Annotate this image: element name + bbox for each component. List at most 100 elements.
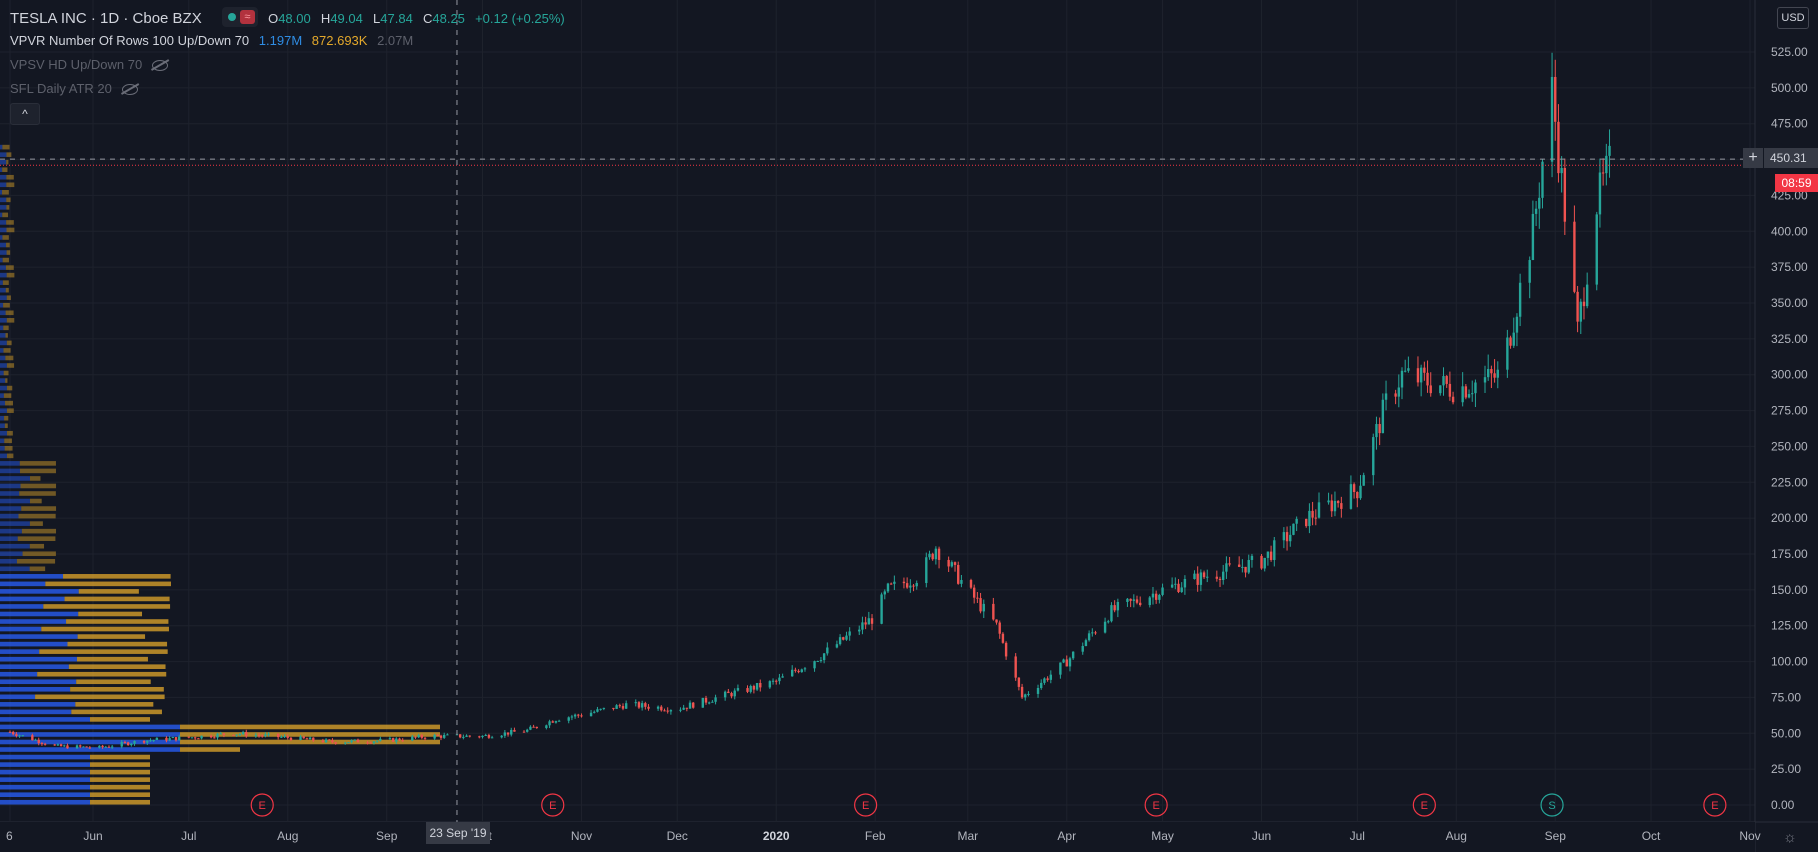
candle-body <box>1024 694 1027 698</box>
time-tick-label: Sep <box>1545 829 1567 843</box>
earnings-event-icon <box>854 793 878 817</box>
candle-body <box>133 740 136 744</box>
candle-body <box>356 739 360 743</box>
candle-body <box>704 697 708 703</box>
candle-body <box>858 629 861 632</box>
candle-body <box>1359 485 1362 499</box>
candle-body <box>98 745 101 748</box>
legend-sfl[interactable]: SFL Daily ATR 20 <box>10 81 138 96</box>
candle-body <box>88 747 92 749</box>
close-label: C <box>422 10 433 26</box>
volume-profile-down-bar <box>4 415 9 421</box>
time-tick-label: Feb <box>865 829 886 843</box>
volume-profile-down-bar <box>2 190 9 195</box>
candle-body <box>969 580 973 588</box>
volume-profile-up-bar <box>0 656 77 662</box>
sfl-label[interactable]: SFL Daily ATR 20 <box>10 81 112 96</box>
candle-body <box>1356 492 1359 499</box>
candle-body <box>1474 382 1477 394</box>
open-value: 48.00 <box>278 10 311 26</box>
volume-profile-up-bar <box>0 280 3 285</box>
volume-profile-up-bar <box>0 543 30 549</box>
candle-body <box>193 737 197 739</box>
currency-button[interactable]: USD <box>1777 7 1809 29</box>
event-marker-label: E <box>1711 800 1718 812</box>
symbol-label[interactable]: TESLA INC · 1D · Cboe BZX <box>10 9 202 27</box>
candle-body <box>123 742 127 744</box>
candle-body <box>1464 386 1468 398</box>
candle-body <box>778 677 781 682</box>
volume-profile-up-bar <box>0 589 79 594</box>
candle-body <box>803 668 807 670</box>
volume-profile-up-bar <box>0 378 6 383</box>
candle-body <box>43 743 47 745</box>
candle-body <box>915 583 918 587</box>
candle-body <box>707 702 711 704</box>
vpvr-label[interactable]: VPVR Number Of Rows 100 Up/Down 70 <box>10 33 250 48</box>
chevron-up-icon: ^ <box>22 107 28 121</box>
volume-profile-down-bar <box>75 702 154 707</box>
volume-profile-down-bar <box>6 152 12 157</box>
candle-body <box>187 736 190 738</box>
volume-profile-up-bar <box>0 205 7 210</box>
add-alert-plus-icon[interactable]: + <box>1743 148 1763 168</box>
volume-profile-down-bar <box>180 732 440 737</box>
volume-profile-down-bar <box>29 566 46 572</box>
candle-body <box>612 707 615 709</box>
legend-vpvr[interactable]: VPVR Number Of Rows 100 Up/Down 70 1.197… <box>10 33 413 48</box>
candle-body <box>1183 579 1187 588</box>
volume-profile-up-bar <box>0 159 7 165</box>
candle-body <box>149 740 152 742</box>
candle-body <box>1154 593 1158 600</box>
candle-body <box>513 729 516 732</box>
time-tick-label: Jun <box>83 829 102 843</box>
volume-profile-down-bar <box>6 363 15 368</box>
vpsv-label[interactable]: VPSV HD Up/Down 70 <box>10 57 143 72</box>
candle-body <box>1094 632 1097 634</box>
candle-body <box>130 743 133 746</box>
candle-body <box>178 736 181 741</box>
volume-profile-up-bar <box>0 453 7 459</box>
volume-profile-down-bar <box>41 626 169 632</box>
settings-gear-icon[interactable]: ☼ <box>1783 829 1797 846</box>
volume-profile-down-bar <box>18 513 56 519</box>
crosshair <box>0 0 1755 822</box>
candle-body <box>443 734 446 738</box>
candle-body <box>1292 523 1295 535</box>
hidden-eye-icon[interactable] <box>121 84 138 96</box>
time-tick-label: Apr <box>1057 829 1076 843</box>
candle-body <box>1237 564 1241 567</box>
collapse-legend-button[interactable]: ^ <box>10 103 40 125</box>
candle-body <box>1554 76 1557 122</box>
legend-vpsv[interactable]: VPSV HD Up/Down 70 <box>10 57 169 72</box>
market-status-indicator[interactable]: ≈ <box>221 7 258 27</box>
hidden-eye-icon[interactable] <box>152 60 169 72</box>
volume-profile-up-bar <box>0 476 30 481</box>
candle-body <box>126 742 130 746</box>
volume-profile-down-bar <box>5 378 8 383</box>
candle-body <box>1451 396 1455 403</box>
volume-profile-up-bar <box>0 491 20 496</box>
candle-body <box>1289 534 1292 542</box>
candle-body <box>1049 674 1053 680</box>
candle-body <box>395 738 398 742</box>
candle-body <box>388 738 392 740</box>
candle-body <box>11 731 15 735</box>
volume-profile-down-bar <box>2 257 9 263</box>
candle-body <box>1483 377 1487 383</box>
candle-body <box>637 702 641 708</box>
candle-body <box>238 734 242 736</box>
volume-profile-down-bar <box>19 491 56 496</box>
volume-profile-up-bar <box>0 318 7 323</box>
candle-body <box>931 553 934 560</box>
candle-body <box>1340 503 1343 509</box>
candle-body <box>289 737 293 741</box>
candle-body <box>1487 368 1490 378</box>
candle-body <box>1036 688 1040 694</box>
volume-profile-down-bar <box>71 709 162 715</box>
candle-body <box>1040 682 1043 689</box>
volume-profile-up-bar <box>0 446 5 451</box>
candle-body <box>816 661 819 663</box>
high-label: H <box>320 10 331 26</box>
